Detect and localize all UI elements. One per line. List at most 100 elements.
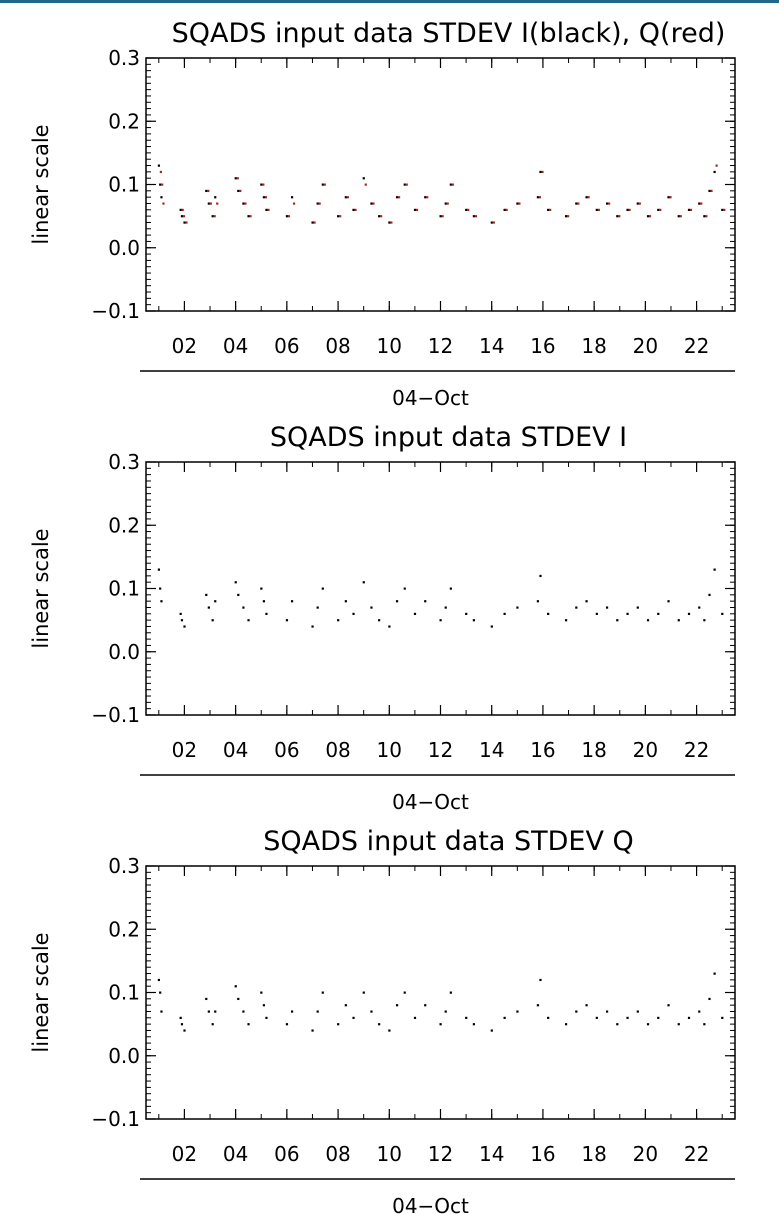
data-point [207, 189, 210, 193]
data-point [669, 196, 672, 199]
data-point [518, 202, 521, 205]
data-point [413, 1016, 417, 1019]
data-point [713, 170, 716, 174]
data-point [285, 619, 289, 622]
data-point [262, 600, 265, 603]
data-point [439, 215, 442, 218]
y-tick-label: 0.1 [108, 173, 140, 197]
data-point [237, 593, 240, 597]
data-point [321, 991, 324, 994]
data-point [180, 619, 184, 622]
data-point [505, 208, 508, 211]
data-point [179, 1016, 182, 1019]
data-point [472, 215, 475, 218]
data-point [446, 202, 449, 205]
data-point [183, 221, 186, 224]
data-point [715, 164, 718, 167]
data-point [657, 612, 660, 615]
y-tick-label: 0.0 [108, 1044, 140, 1068]
data-point [564, 619, 568, 622]
data-point [159, 170, 163, 174]
data-point [285, 215, 289, 218]
data-point [503, 1016, 506, 1019]
x-axis-label: 04−Oct [392, 386, 469, 410]
data-point [362, 177, 365, 180]
data-point [703, 215, 706, 218]
data-point [346, 196, 349, 199]
data-point [547, 612, 550, 615]
data-point [160, 196, 163, 199]
data-point [636, 1010, 639, 1013]
data-point [687, 1016, 691, 1019]
data-point [378, 215, 381, 218]
data-point [503, 208, 506, 211]
data-point [159, 183, 162, 186]
data-point [247, 1023, 250, 1026]
data-point [179, 208, 182, 211]
data-point [390, 221, 393, 224]
data-point [205, 593, 208, 597]
data-point [626, 208, 629, 211]
data-point [713, 972, 716, 975]
data-point [262, 1004, 265, 1007]
data-point [262, 196, 265, 199]
data-point [721, 1016, 724, 1019]
data-point [159, 587, 162, 590]
data-point [352, 612, 355, 615]
y-tick-label: −0.1 [91, 1107, 140, 1131]
data-point [564, 215, 568, 218]
data-point [242, 202, 245, 205]
data-point [677, 619, 680, 622]
y-tick-label: 0.1 [108, 577, 140, 601]
data-point [413, 612, 417, 615]
data-point [207, 202, 210, 205]
data-point [244, 202, 247, 205]
data-point [337, 619, 340, 622]
data-point [626, 1016, 629, 1019]
data-point [337, 215, 340, 218]
data-point [721, 612, 724, 615]
data-point [264, 196, 267, 199]
data-point [667, 196, 670, 199]
data-point [597, 208, 600, 211]
data-point [708, 593, 711, 597]
data-point [214, 196, 217, 199]
plot-frame [145, 461, 736, 716]
x-tick-label: 12 [428, 334, 453, 358]
data-point [679, 215, 682, 218]
data-point [316, 1010, 319, 1013]
data-point [160, 600, 163, 603]
data-point [234, 581, 237, 584]
data-point [638, 202, 641, 205]
x-tick-label: 16 [530, 738, 555, 762]
data-point [397, 196, 401, 199]
data-point [539, 170, 542, 174]
x-tick-label: 20 [633, 738, 658, 762]
y-tick-label: 0.0 [108, 236, 140, 260]
data-point [646, 619, 650, 622]
data-point [370, 202, 373, 205]
data-point [700, 202, 703, 205]
data-point [388, 625, 391, 628]
x-tick-label: 18 [581, 1142, 606, 1166]
data-point [577, 202, 580, 205]
data-point [618, 215, 621, 218]
data-point [262, 183, 265, 186]
x-tick-label: 20 [633, 334, 658, 358]
data-point [161, 183, 164, 186]
data-point [209, 202, 212, 205]
x-tick-label: 12 [428, 738, 453, 762]
x-tick-label: 04 [223, 738, 248, 762]
data-point [636, 606, 639, 609]
x-tick-label: 14 [479, 1142, 504, 1166]
data-point [265, 612, 268, 615]
chart-title: SQADS input data STDEV Q [263, 826, 634, 857]
data-point [595, 208, 598, 211]
data-point [449, 183, 452, 186]
data-point [403, 587, 406, 590]
data-point [362, 991, 365, 994]
data-point [323, 183, 326, 186]
y-tick-label: 0.3 [108, 854, 140, 878]
data-point [539, 574, 542, 578]
